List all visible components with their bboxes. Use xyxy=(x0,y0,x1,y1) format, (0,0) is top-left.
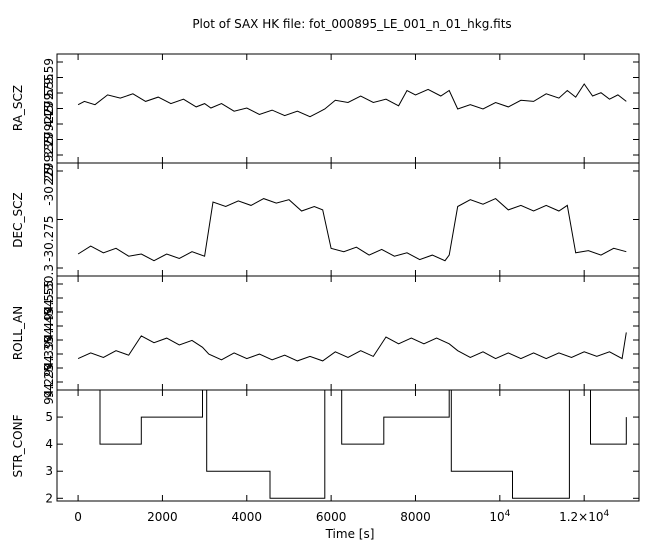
x-tick-label: 6000 xyxy=(316,510,347,524)
series-line-dec-scz xyxy=(77,198,627,262)
y-tick-label: 94.3 xyxy=(42,350,56,377)
panel-frame xyxy=(56,162,640,277)
y-tick-label: 3 xyxy=(45,464,53,478)
ylabel-ra-scz: RA_SCZ xyxy=(11,85,25,131)
y-tick-label: 94.25 xyxy=(42,364,56,398)
x-axis-ticks: 0 2000 4000 6000 8000 104 1.2×104 xyxy=(74,509,609,524)
series-line-str-conf xyxy=(78,389,627,499)
panel-dec-scz: DEC_SCZ -30.3 -30.275 -30.25 xyxy=(11,162,640,295)
y-tick-label: 4 xyxy=(45,437,53,451)
y-tick-label: 94.45 xyxy=(42,308,56,342)
y-tick-label: 279.3 xyxy=(42,151,56,185)
y-tick-label: 2 xyxy=(45,491,53,505)
y-tick-label: 94.2 xyxy=(42,378,56,405)
ylabel-dec-scz: DEC_SCZ xyxy=(11,192,25,247)
series-line-roll-an xyxy=(77,332,627,362)
x-tick-label: 8000 xyxy=(400,510,431,524)
y-tick-label: 279.35 xyxy=(42,136,56,178)
y-tick-label: 279.5 xyxy=(42,89,56,123)
y-tick-label: 5 xyxy=(45,410,53,424)
y-ticks: 2 3 4 5 xyxy=(45,390,639,505)
x-tick-label: 0 xyxy=(74,510,82,524)
x-tick-label: 1.2×104 xyxy=(559,509,609,524)
y-tick-label: -30.25 xyxy=(42,167,56,206)
x-tick-label: 104 xyxy=(489,509,510,524)
panel-str-conf: STR_CONF 2 3 4 5 xyxy=(11,389,640,505)
y-tick-label: 279.4 xyxy=(42,120,56,154)
y-tick-label: 94.35 xyxy=(42,336,56,370)
panel-frame xyxy=(56,275,640,391)
y-tick-label: 94.4 xyxy=(42,322,56,349)
x-tick-label: 4000 xyxy=(232,510,263,524)
y-ticks: -30.3 -30.275 -30.25 xyxy=(42,163,639,295)
y-tick-label: 279.45 xyxy=(42,105,56,147)
y-tick-label: 279.55 xyxy=(42,74,56,116)
series-line-ra-scz xyxy=(77,83,627,118)
ylabel-str-conf: STR_CONF xyxy=(11,414,25,477)
y-tick-label: 279.59 xyxy=(42,58,56,100)
x-tick-label: 2000 xyxy=(147,510,178,524)
y-tick-label: -30.3 xyxy=(42,264,56,295)
y-tick-label: 94.55 xyxy=(42,280,56,314)
ylabel-roll-an: ROLL_AN xyxy=(11,306,25,360)
chart-title: Plot of SAX HK file: fot_000895_LE_001_n… xyxy=(192,17,511,31)
panel-ra-scz: RA_SCZ 279.3279.35279.4279.45279.5279.55… xyxy=(11,53,640,185)
y-tick-label: -30.275 xyxy=(42,216,56,262)
panel-frame xyxy=(56,389,640,502)
panel-roll-an: ROLL_AN 94.294.2594.394.3594.494.4594.59… xyxy=(11,275,640,405)
panel-frame xyxy=(56,53,640,164)
x-axis-label: Time [s] xyxy=(325,527,375,541)
y-tick-label: 94.5 xyxy=(42,294,56,321)
